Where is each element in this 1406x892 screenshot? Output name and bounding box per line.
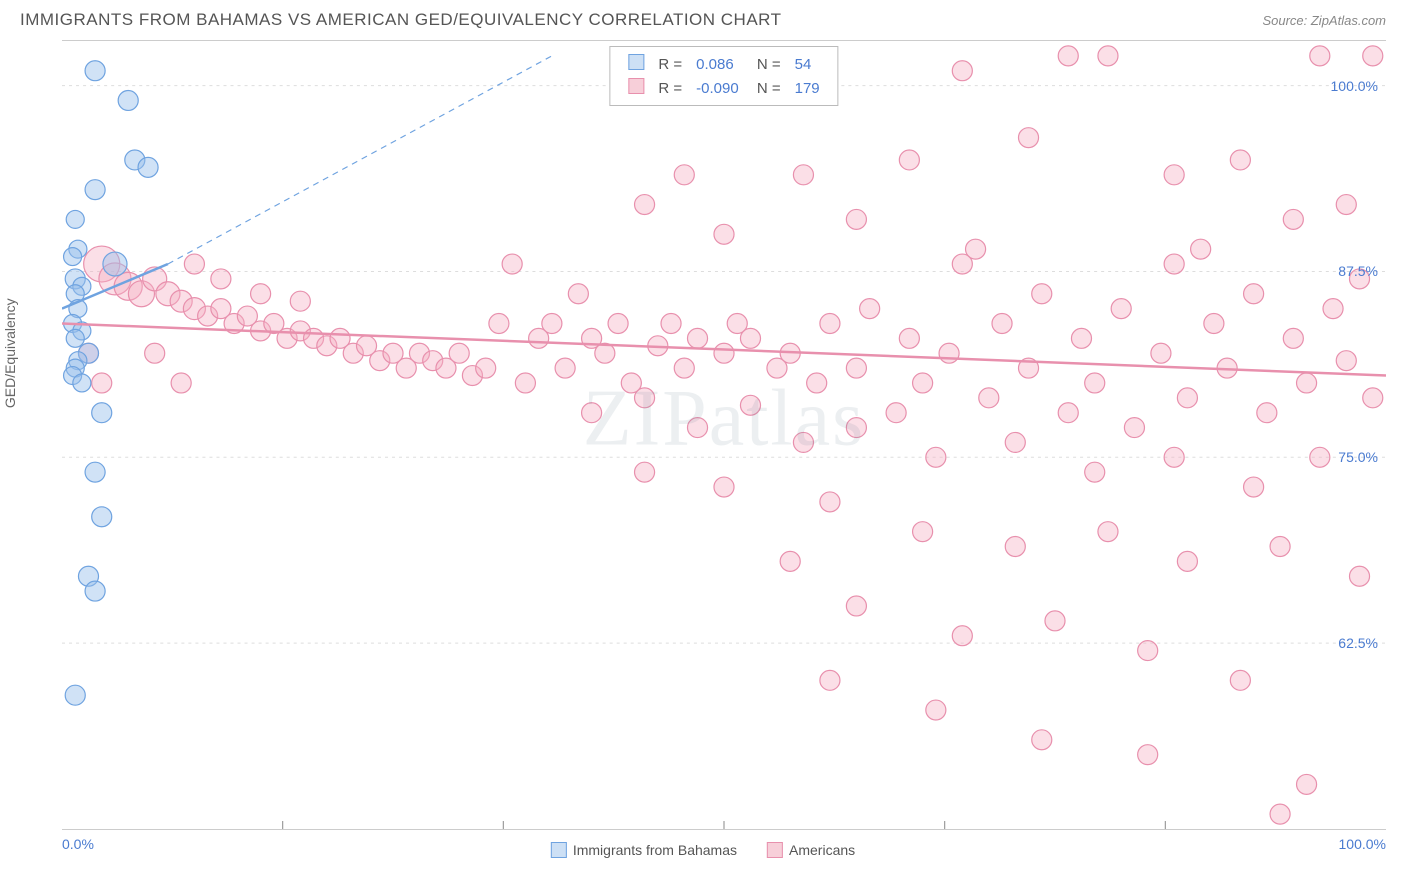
stats-n-2: 179 <box>789 77 826 99</box>
legend-swatch-2 <box>767 842 783 858</box>
bottom-legend: Immigrants from Bahamas Americans <box>551 842 855 858</box>
stats-legend-box: R =0.086 N =54 R =-0.090 N =179 <box>609 46 838 106</box>
y-tick-label: 100.0% <box>1331 78 1378 94</box>
stats-swatch-2 <box>628 78 644 94</box>
legend-item-1: Immigrants from Bahamas <box>551 842 737 858</box>
stats-r-2: -0.090 <box>690 77 745 99</box>
y-tick-label: 87.5% <box>1338 263 1378 279</box>
x-tick-max: 100.0% <box>1339 836 1386 852</box>
plot-area: ZIPatlas R =0.086 N =54 R =-0.090 N =179… <box>62 40 1386 830</box>
legend-label-1: Immigrants from Bahamas <box>573 842 737 858</box>
y-tick-label: 62.5% <box>1338 635 1378 651</box>
legend-label-2: Americans <box>789 842 855 858</box>
chart-container: GED/Equivalency ZIPatlas R =0.086 N =54 … <box>20 40 1386 870</box>
stats-row-series-2: R =-0.090 N =179 <box>622 77 825 99</box>
chart-title: IMMIGRANTS FROM BAHAMAS VS AMERICAN GED/… <box>20 10 782 30</box>
stats-n-1: 54 <box>789 53 826 75</box>
y-tick-label: 75.0% <box>1338 449 1378 465</box>
x-tick-min: 0.0% <box>62 836 94 852</box>
y-axis-label: GED/Equivalency <box>2 298 18 408</box>
stats-row-series-1: R =0.086 N =54 <box>622 53 825 75</box>
stats-r-1: 0.086 <box>690 53 745 75</box>
stats-swatch-1 <box>628 54 644 70</box>
legend-item-2: Americans <box>767 842 855 858</box>
legend-swatch-1 <box>551 842 567 858</box>
source-label: Source: ZipAtlas.com <box>1262 13 1386 28</box>
